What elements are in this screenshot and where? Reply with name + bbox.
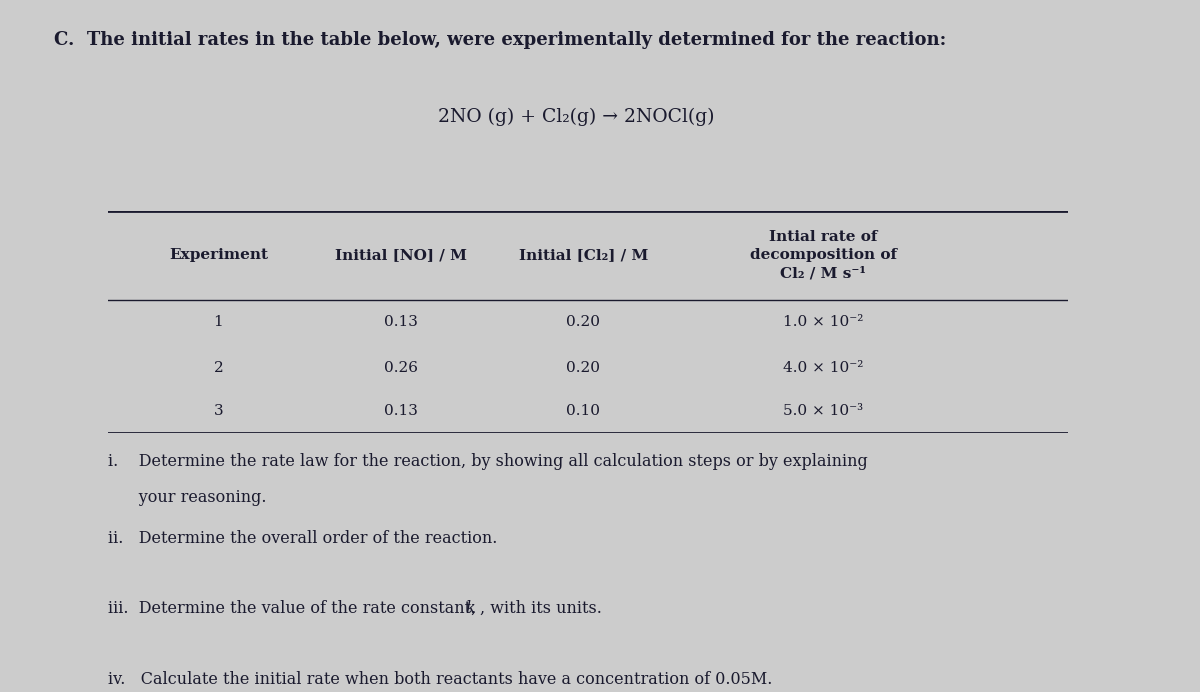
Text: 0.10: 0.10 xyxy=(566,404,600,419)
Text: , with its units.: , with its units. xyxy=(480,601,601,617)
Text: 0.20: 0.20 xyxy=(566,316,600,329)
Text: 2: 2 xyxy=(214,361,223,375)
Text: 3: 3 xyxy=(214,404,223,419)
Text: 0.20: 0.20 xyxy=(566,361,600,375)
Text: Experiment: Experiment xyxy=(169,248,268,262)
Text: 0.13: 0.13 xyxy=(384,316,418,329)
Text: 0.26: 0.26 xyxy=(384,361,418,375)
Text: i.    Determine the rate law for the reaction, by showing all calculation steps : i. Determine the rate law for the reacti… xyxy=(108,453,868,471)
Text: iv.   Calculate the initial rate when both reactants have a concentration of 0.0: iv. Calculate the initial rate when both… xyxy=(108,671,773,688)
Text: ii.   Determine the overall order of the reaction.: ii. Determine the overall order of the r… xyxy=(108,530,497,547)
Text: Intial rate of
decomposition of
Cl₂ / M s⁻¹: Intial rate of decomposition of Cl₂ / M … xyxy=(750,230,896,281)
Text: iii.  Determine the value of the rate constant,: iii. Determine the value of the rate con… xyxy=(108,601,481,617)
Text: k: k xyxy=(466,601,475,617)
Text: Initial [Cl₂] / M: Initial [Cl₂] / M xyxy=(518,248,648,262)
Text: 4.0 × 10⁻²: 4.0 × 10⁻² xyxy=(784,361,863,375)
Text: C.  The initial rates in the table below, were experimentally determined for the: C. The initial rates in the table below,… xyxy=(54,31,947,49)
Text: 5.0 × 10⁻³: 5.0 × 10⁻³ xyxy=(784,404,863,419)
Text: Initial [NO] / M: Initial [NO] / M xyxy=(335,248,467,262)
Text: 2NO (g) + Cl₂(g) → 2NOCl(g): 2NO (g) + Cl₂(g) → 2NOCl(g) xyxy=(438,107,714,125)
Text: 1: 1 xyxy=(214,316,223,329)
Text: 0.13: 0.13 xyxy=(384,404,418,419)
Text: 1.0 × 10⁻²: 1.0 × 10⁻² xyxy=(784,316,863,329)
Text: your reasoning.: your reasoning. xyxy=(108,489,266,507)
